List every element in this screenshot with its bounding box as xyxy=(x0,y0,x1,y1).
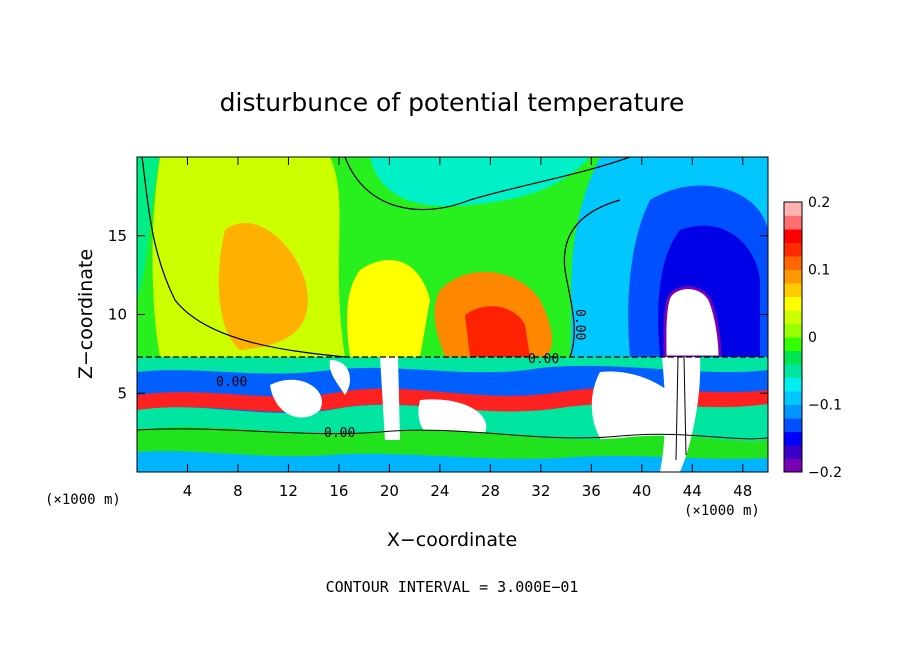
zero-contour-right xyxy=(563,199,621,358)
yellow-region-center xyxy=(347,260,430,357)
colorbar-swatch xyxy=(784,242,802,257)
x-axis: 4 8 12 16 20 24 28 32 36 40 44 48 xyxy=(183,157,752,500)
colorbar-label: 0 xyxy=(808,330,817,346)
contour-label: 0.00 xyxy=(216,375,247,390)
colorbar-swatch xyxy=(784,296,802,311)
colorbar-frame xyxy=(783,201,803,473)
colorbar-label: 0.2 xyxy=(808,195,830,211)
colorbar-swatch xyxy=(784,323,802,338)
contour-label: 0.00 xyxy=(324,426,355,441)
colorbar-swatch xyxy=(784,431,802,446)
cyan-region-top xyxy=(370,157,590,207)
contour-label: 0.00 xyxy=(572,309,587,340)
colorbar-label: −0.1 xyxy=(808,398,842,414)
x-tick-label: 12 xyxy=(279,482,298,500)
white-plume xyxy=(663,286,722,359)
colorbar-swatch xyxy=(784,310,802,324)
red-region-center xyxy=(465,306,530,357)
lower-blue-bottom xyxy=(137,451,768,472)
colorbar-label: 0.1 xyxy=(808,263,830,279)
lower-contour xyxy=(137,428,768,440)
colorbar-swatch xyxy=(784,229,802,243)
colorbar-swatch xyxy=(784,377,802,392)
x-tick-label: 32 xyxy=(531,482,550,500)
lower-white-patch-e xyxy=(329,360,350,395)
x-unit-label: (×1000 m) xyxy=(684,503,760,519)
colorbar-swatch xyxy=(784,215,802,230)
x-tick-label: 28 xyxy=(481,482,500,500)
y-tick-label: 10 xyxy=(108,306,127,324)
lower-white-column xyxy=(380,357,400,440)
x-tick-label: 4 xyxy=(183,482,193,500)
y-axis: 5 10 15 xyxy=(108,227,768,402)
cyan-region-left xyxy=(137,157,160,300)
colorbar-swatch xyxy=(784,404,802,419)
colorbar-swatch xyxy=(784,391,802,405)
x-tick-label: 44 xyxy=(683,482,702,500)
colorbar-label: −0.2 xyxy=(808,465,842,481)
colorbar-swatch xyxy=(784,445,802,459)
x-tick-label: 16 xyxy=(329,482,348,500)
contour-interval-note: CONTOUR INTERVAL = 3.000E−01 xyxy=(326,578,579,596)
x-tick-label: 40 xyxy=(632,482,651,500)
x-axis-label: X−coordinate xyxy=(387,529,517,551)
colorbar-labels: 0.2 0.1 0 −0.1 −0.2 xyxy=(808,195,842,481)
zero-contour-left xyxy=(141,157,346,358)
x-tick-label: 48 xyxy=(733,482,752,500)
x-tick-label: 24 xyxy=(430,482,449,500)
contour-label: 0.00 xyxy=(528,352,559,367)
orange-region-left xyxy=(218,223,308,350)
heatmap-field xyxy=(137,157,768,472)
x-tick-label: 20 xyxy=(380,482,399,500)
colorbar-swatch xyxy=(784,364,802,378)
colorbar-swatch xyxy=(784,418,802,432)
colorbar-swatch xyxy=(784,256,802,270)
plume-contour xyxy=(675,356,687,461)
y-axis-label: Z−coordinate xyxy=(75,249,97,379)
colorbar-swatch xyxy=(784,350,802,365)
lower-white-column-b xyxy=(660,357,701,472)
x-tick-label: 36 xyxy=(582,482,601,500)
colorbar-swatch xyxy=(784,269,802,284)
colorbar-swatch xyxy=(784,202,802,216)
lower-white-patch-a xyxy=(270,379,322,418)
x-tick-label: 8 xyxy=(233,482,243,500)
zero-contour-top xyxy=(344,157,631,211)
chart-title: disturbunce of potential temperature xyxy=(220,88,685,117)
colorbar-swatch xyxy=(784,283,802,297)
y-tick-label: 5 xyxy=(117,384,127,402)
colorbar-swatch xyxy=(784,458,802,473)
y-tick-label: 15 xyxy=(108,227,127,245)
colorbar-swatch xyxy=(784,337,802,351)
y-unit-label: (×1000 m) xyxy=(45,492,121,508)
colorbar xyxy=(783,201,803,473)
